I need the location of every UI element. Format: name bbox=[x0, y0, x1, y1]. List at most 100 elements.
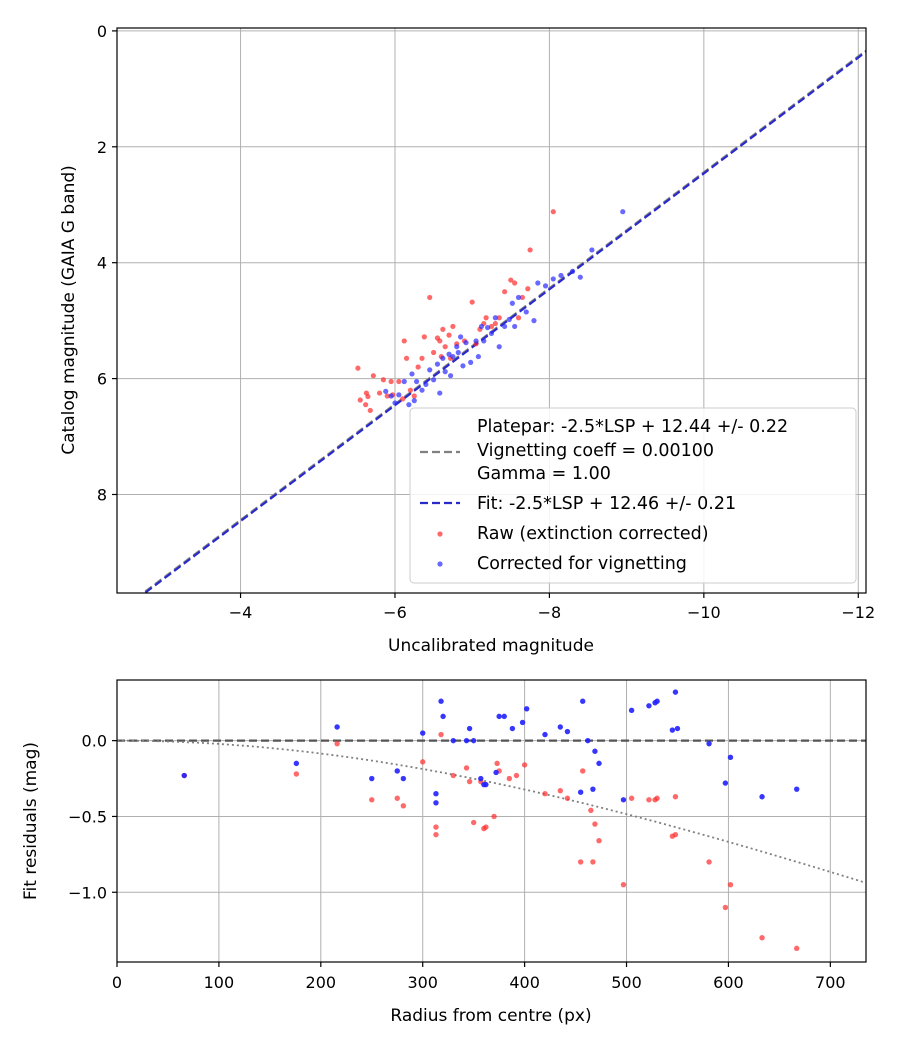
bottom-y-tick-label: 0.0 bbox=[82, 732, 107, 751]
bottom-x-tick-label: 300 bbox=[407, 973, 438, 992]
bottom-vignetting-curve bbox=[117, 739, 866, 884]
top-scatter-points bbox=[355, 209, 626, 414]
corrected-point bbox=[440, 355, 446, 361]
corrected-residual-point bbox=[654, 698, 660, 704]
raw-point bbox=[370, 373, 376, 379]
corrected-residual-point bbox=[483, 781, 489, 788]
top-frame bbox=[116, 27, 867, 594]
corrected-residual-point bbox=[759, 794, 765, 800]
raw-residual-point bbox=[466, 778, 473, 785]
corrected-point bbox=[515, 294, 522, 301]
raw-residual-point bbox=[596, 838, 602, 844]
raw-point bbox=[442, 344, 448, 350]
legend-raw-marker bbox=[437, 531, 443, 537]
bottom-x-axis-label: Radius from centre (px) bbox=[390, 1006, 591, 1026]
raw-point bbox=[437, 338, 443, 344]
raw-point bbox=[419, 355, 425, 361]
top-y-tick-label: 0 bbox=[97, 22, 107, 41]
corrected-residual-point bbox=[293, 760, 300, 767]
legend-fit-text: Fit: -2.5*LSP + 12.46 +/- 0.21 bbox=[477, 494, 736, 514]
corrected-residual-point bbox=[580, 698, 586, 704]
legend-box bbox=[409, 407, 857, 584]
corrected-point bbox=[531, 318, 537, 324]
raw-residual-point bbox=[646, 797, 652, 803]
top-ticks: −4 −6 −8 −10 −12 0 2 4 6 8 bbox=[97, 22, 875, 622]
corrected-point bbox=[442, 369, 448, 375]
raw-residual-point bbox=[620, 881, 627, 888]
corrected-point bbox=[558, 272, 564, 279]
raw-point bbox=[502, 289, 508, 295]
legend-corrected-marker bbox=[437, 561, 443, 567]
bottom-x-tick-label: 500 bbox=[611, 973, 642, 992]
corrected-point bbox=[478, 323, 485, 330]
raw-residual-point bbox=[293, 771, 300, 777]
corrected-residual-point bbox=[369, 775, 375, 782]
raw-residual-point bbox=[706, 859, 712, 865]
raw-residual-point bbox=[400, 803, 407, 809]
raw-residual-point bbox=[433, 831, 439, 838]
raw-point bbox=[450, 323, 456, 330]
raw-residual-point bbox=[722, 904, 729, 911]
raw-point bbox=[483, 315, 489, 321]
corrected-point bbox=[458, 334, 464, 340]
raw-residual-point bbox=[433, 824, 439, 830]
corrected-point bbox=[388, 393, 394, 399]
top-chart: −4 −6 −8 −10 −12 0 2 4 6 8 Uncalibrated magnitude… bbox=[59, 22, 875, 656]
raw-point bbox=[357, 397, 363, 403]
corrected-point bbox=[569, 268, 576, 274]
bottom-y-tick-label: −0.5 bbox=[68, 807, 107, 826]
corrected-point bbox=[523, 309, 529, 315]
corrected-residual-point bbox=[470, 737, 477, 744]
corrected-residual-point bbox=[577, 789, 584, 795]
corrected-residual-point bbox=[334, 724, 340, 730]
corrected-point bbox=[383, 388, 389, 394]
corrected-point bbox=[411, 398, 417, 404]
raw-point bbox=[446, 332, 452, 338]
raw-residual-point bbox=[588, 807, 594, 814]
bottom-y-axis-label: Fit residuals (mag) bbox=[21, 742, 41, 900]
legend-vignetting-text: Vignetting coeff = 0.00100 bbox=[477, 441, 714, 461]
raw-residual-point bbox=[491, 813, 497, 820]
corrected-residual-point bbox=[400, 775, 407, 782]
corrected-residual-point bbox=[706, 740, 712, 747]
raw-residual-point bbox=[506, 775, 513, 782]
corrected-point bbox=[542, 283, 549, 289]
raw-point bbox=[427, 294, 433, 301]
raw-residual-point bbox=[759, 935, 765, 941]
corrected-point bbox=[589, 247, 595, 253]
raw-residual-point bbox=[334, 740, 340, 747]
raw-point bbox=[384, 393, 390, 399]
corrected-point bbox=[468, 359, 474, 365]
corrected-point bbox=[409, 371, 415, 377]
corrected-point bbox=[414, 378, 420, 385]
raw-residual-point bbox=[672, 831, 679, 838]
corrected-point bbox=[423, 381, 429, 387]
raw-residual-point bbox=[577, 859, 584, 865]
raw-point bbox=[415, 364, 421, 370]
corrected-point bbox=[577, 274, 583, 280]
raw-point bbox=[396, 378, 402, 385]
corrected-residual-point bbox=[646, 703, 652, 709]
corrected-point bbox=[488, 330, 495, 336]
corrected-point bbox=[406, 402, 412, 408]
raw-residual-point bbox=[470, 819, 477, 826]
bottom-x-tick-label: 400 bbox=[509, 973, 540, 992]
raw-residual-point bbox=[580, 768, 586, 774]
corrected-residual-point bbox=[794, 786, 800, 792]
raw-point bbox=[519, 294, 525, 301]
raw-point bbox=[403, 355, 410, 361]
raw-residual-point bbox=[592, 821, 598, 827]
corrected-residual-point bbox=[450, 737, 456, 744]
corrected-residual-point bbox=[585, 737, 591, 744]
corrected-residual-point bbox=[557, 724, 563, 730]
bottom-y-tick-label: −1.0 bbox=[68, 883, 107, 902]
corrected-point bbox=[450, 353, 456, 360]
corrected-point bbox=[509, 300, 515, 306]
corrected-point bbox=[463, 340, 469, 346]
corrected-residual-point bbox=[181, 772, 187, 779]
raw-residual-point bbox=[450, 772, 456, 779]
raw-residual-point bbox=[727, 881, 734, 888]
bottom-x-tick-label: 700 bbox=[815, 973, 846, 992]
corrected-residual-point bbox=[596, 760, 602, 767]
